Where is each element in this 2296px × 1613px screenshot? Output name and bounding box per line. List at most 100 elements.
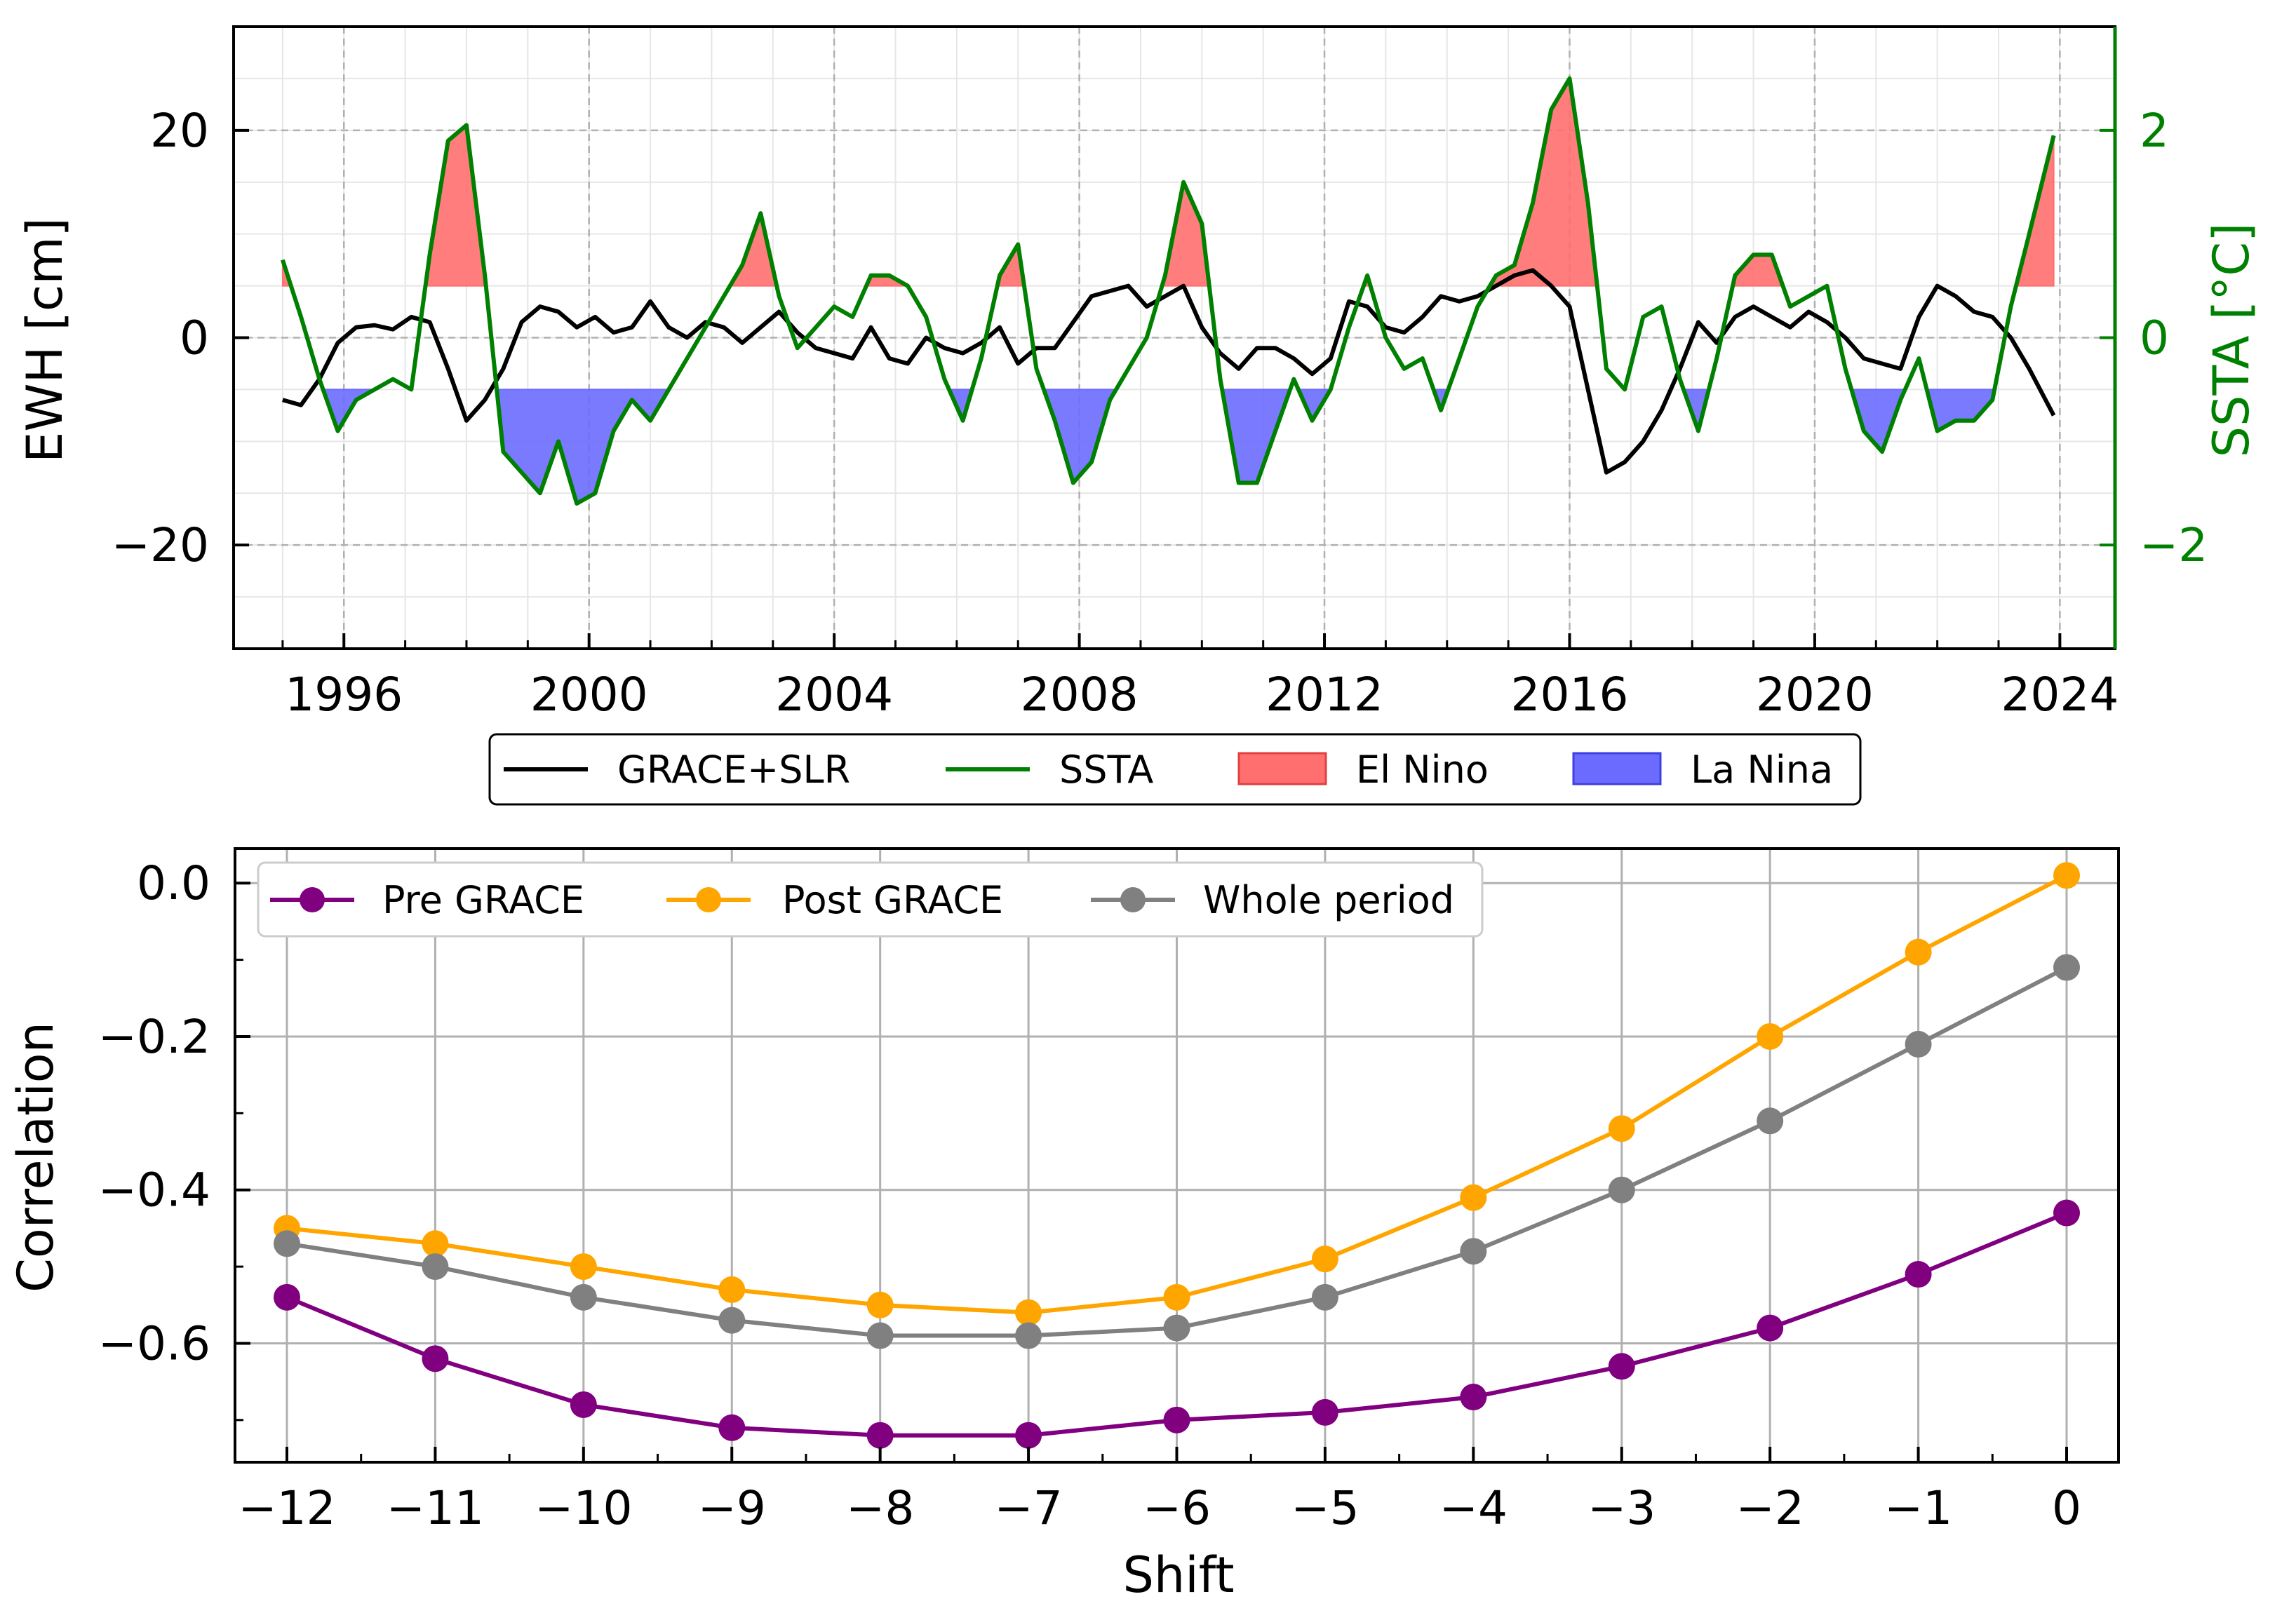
legend-whole-period-label: Whole period bbox=[1203, 878, 1454, 922]
legend-pre-grace-label: Pre GRACE bbox=[382, 878, 584, 922]
top-y-tick-label: 20 bbox=[150, 104, 209, 158]
legend-ewh-label: GRACE+SLR bbox=[617, 748, 850, 792]
top-x-tick-label: 2012 bbox=[1266, 668, 1383, 722]
top-legend-box bbox=[488, 733, 1862, 806]
top-grid bbox=[234, 27, 2115, 649]
pre-grace-point bbox=[1015, 1422, 1042, 1449]
bottom-x-tick-label: −3 bbox=[1587, 1481, 1656, 1535]
bottom-x-tick-label: −9 bbox=[698, 1481, 766, 1535]
whole-period-point bbox=[1015, 1322, 1042, 1349]
post-grace-point bbox=[1163, 1283, 1190, 1311]
pre-grace-point bbox=[1311, 1398, 1338, 1426]
post-grace-point bbox=[718, 1276, 746, 1303]
bottom-x-tick-label: 0 bbox=[2052, 1481, 2081, 1535]
post-grace-point bbox=[2053, 862, 2081, 889]
whole-period-point bbox=[1757, 1107, 1784, 1135]
legend-ssta-label: SSTA bbox=[1059, 748, 1153, 792]
post-grace-point bbox=[1311, 1246, 1338, 1273]
post-grace-point bbox=[570, 1253, 597, 1281]
bottom-grid bbox=[235, 849, 2119, 1462]
legend-post-grace-marker bbox=[696, 887, 721, 912]
bottom-panel: −12 −11 −10 −9 −8 −7 −6 −5 −4 −3 −2 −1 00.0−0.2−0.4−… bbox=[7, 847, 2120, 1604]
bottom-x-tick-label: −12 bbox=[238, 1481, 335, 1535]
ewh-line bbox=[282, 268, 2056, 475]
whole-period-point bbox=[1163, 1314, 1190, 1342]
whole-period-point bbox=[570, 1283, 597, 1311]
pre-grace-point bbox=[570, 1391, 597, 1418]
post-grace-point bbox=[1015, 1299, 1042, 1326]
top-y2-tick-label: 2 bbox=[2140, 104, 2169, 158]
pre-grace-point bbox=[1905, 1261, 1932, 1288]
legend-la-nina-swatch bbox=[1572, 752, 1662, 785]
whole-period-point bbox=[718, 1307, 746, 1334]
pre-grace-point bbox=[866, 1422, 894, 1449]
post-grace-point bbox=[1905, 938, 1932, 966]
la-nina-fill bbox=[1042, 389, 1117, 485]
bottom-x-tick-label: −11 bbox=[387, 1481, 484, 1535]
whole-period-point bbox=[2053, 954, 2081, 981]
legend-el-nino-label: El Nino bbox=[1356, 748, 1489, 792]
bottom-y-axis-label: Correlation bbox=[7, 1022, 65, 1293]
bottom-x-tick-label: −1 bbox=[1884, 1481, 1952, 1535]
top-right-y-axis-label: SSTA [°C] bbox=[2203, 223, 2260, 458]
top-x-tick-label: 2000 bbox=[530, 668, 648, 722]
top-y-axis-label: EWH [cm] bbox=[16, 217, 74, 463]
post-grace-point bbox=[1757, 1023, 1784, 1050]
legend-whole-period-marker bbox=[1120, 887, 1146, 912]
bottom-series bbox=[273, 862, 2081, 1449]
top-y2-tick-label: −2 bbox=[2140, 518, 2208, 572]
top-y-tick-label: 0 bbox=[180, 311, 209, 365]
top-x-tick-label: 2024 bbox=[2001, 668, 2119, 722]
pre-grace-point bbox=[273, 1283, 300, 1311]
post-grace-series bbox=[273, 862, 2081, 1326]
top-legend: GRACE+SLR SSTA El Nino La Nina bbox=[488, 733, 1862, 806]
bottom-x-tick-label: −2 bbox=[1736, 1481, 1804, 1535]
bottom-x-tick-label: −10 bbox=[535, 1481, 632, 1535]
whole-period-series bbox=[273, 954, 2081, 1349]
bottom-ticks: −12 −11 −10 −9 −8 −7 −6 −5 −4 −3 −2 −1 00.0−0.2−0.4−… bbox=[98, 856, 2081, 1535]
whole-period-point bbox=[866, 1322, 894, 1349]
pre-grace-point bbox=[1460, 1384, 1487, 1411]
legend-la-nina-label: La Nina bbox=[1691, 748, 1833, 792]
top-enso-fills bbox=[281, 76, 2055, 505]
bottom-x-axis-label: Shift bbox=[1122, 1546, 1234, 1604]
bottom-y-tick-label: −0.6 bbox=[98, 1316, 210, 1370]
top-y2-tick-label: 0 bbox=[2140, 311, 2169, 365]
bottom-x-tick-label: −8 bbox=[846, 1481, 914, 1535]
whole-period-point bbox=[1460, 1238, 1487, 1265]
whole-period-point bbox=[422, 1253, 449, 1281]
post-grace-point bbox=[1608, 1115, 1635, 1142]
la-nina-fill bbox=[496, 389, 671, 505]
bottom-x-tick-label: −7 bbox=[994, 1481, 1062, 1535]
top-x-tick-label: 1996 bbox=[285, 668, 403, 722]
pre-grace-series bbox=[273, 1199, 2081, 1449]
top-ticks: 1996 2000 2004 2008 2012 2016 2020 2024200−2020… bbox=[112, 104, 2208, 722]
top-x-tick-label: 2020 bbox=[1756, 668, 1874, 722]
legend-post-grace-label: Post GRACE bbox=[782, 878, 1003, 922]
top-x-tick-label: 2004 bbox=[775, 668, 893, 722]
whole-period-point bbox=[1905, 1030, 1932, 1058]
pre-grace-point bbox=[2053, 1199, 2081, 1227]
top-x-tick-label: 2016 bbox=[1510, 668, 1628, 722]
legend-pre-grace-marker bbox=[300, 887, 325, 912]
bottom-x-tick-label: −6 bbox=[1143, 1481, 1211, 1535]
ssta-line bbox=[281, 76, 2056, 506]
top-y-tick-label: −20 bbox=[112, 518, 209, 572]
pre-grace-point bbox=[1163, 1406, 1190, 1433]
top-x-tick-label: 2008 bbox=[1021, 668, 1139, 722]
whole-period-point bbox=[1608, 1176, 1635, 1203]
post-grace-point bbox=[422, 1230, 449, 1257]
whole-period-point bbox=[273, 1230, 300, 1257]
bottom-legend-box bbox=[257, 861, 1484, 938]
top-panel: 1996 2000 2004 2008 2012 2016 2020 2024200−2020… bbox=[16, 25, 2260, 722]
pre-grace-point bbox=[1757, 1314, 1784, 1342]
bottom-y-tick-label: −0.2 bbox=[98, 1010, 210, 1064]
pre-grace-point bbox=[718, 1414, 746, 1441]
post-grace-point bbox=[1460, 1184, 1487, 1211]
bottom-y-tick-label: −0.4 bbox=[98, 1163, 210, 1217]
bottom-x-tick-label: −5 bbox=[1291, 1481, 1359, 1535]
bottom-y-tick-label: 0.0 bbox=[137, 856, 210, 910]
bottom-legend: Pre GRACE Post GRACE Whole period bbox=[257, 861, 1484, 938]
bottom-x-tick-label: −4 bbox=[1439, 1481, 1508, 1535]
